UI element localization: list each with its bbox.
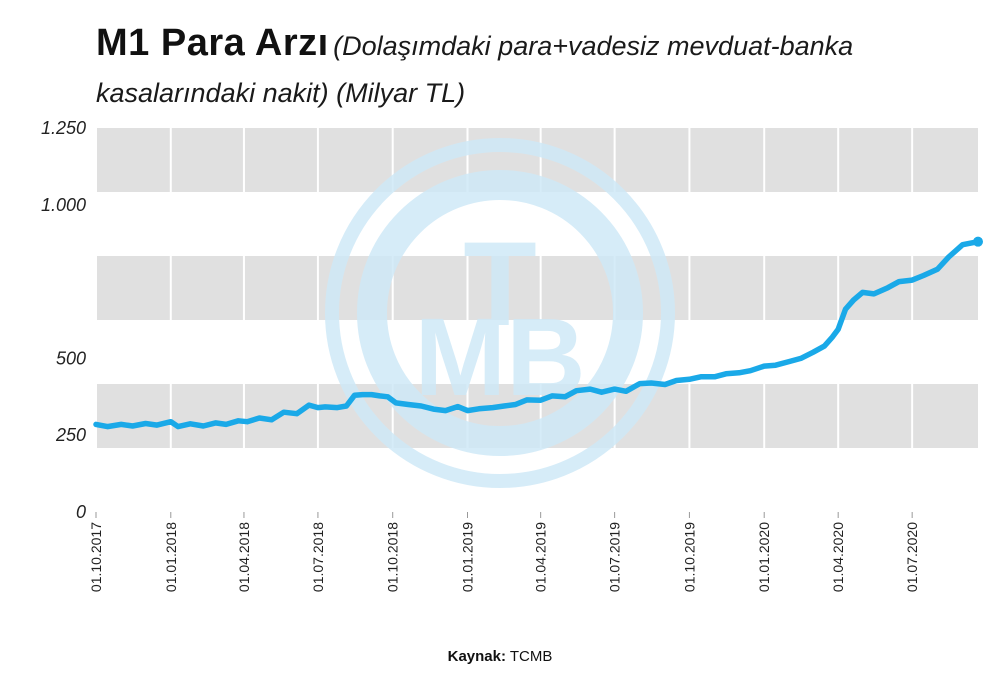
x-tick-label: 01.04.2019 [533, 522, 549, 592]
source-label: Kaynak: [447, 648, 506, 665]
x-tick-label: 01.07.2018 [310, 522, 326, 592]
x-tick-label: 01.04.2020 [830, 522, 846, 592]
y-tick-label: 1.000 [41, 195, 86, 215]
y-tick-label: 500 [56, 348, 86, 368]
y-tick-label: 250 [55, 425, 86, 445]
x-tick-label: 01.04.2018 [236, 522, 252, 592]
source-value: TCMB [509, 648, 553, 665]
series-line [93, 238, 981, 430]
x-tick-label: 01.10.2019 [681, 522, 697, 592]
y-tick-label: 1.250 [41, 118, 86, 138]
chart-title: M1 Para Arzı [96, 22, 329, 64]
x-axis-ticks: 01.10.2017 01.01.2018 01.04.2018 01.07.2018… [88, 512, 920, 592]
x-tick-label: 01.01.2020 [756, 522, 772, 592]
tcmb-watermark-logo: T MB [325, 138, 675, 488]
chart-title-block: M1 Para Arzı (Dolaşımdaki para+vadesiz m… [96, 22, 976, 119]
x-tick-label: 01.07.2019 [607, 522, 623, 592]
line-chart: T MB 0 250 500 1.000 1.250 01.10.2017 01.01.2… [41, 118, 983, 592]
series-end-point [973, 236, 983, 247]
x-tick-label: 01.10.2017 [88, 522, 104, 592]
chart-subtitle: (Dolaşımdaki para+vadesiz mevduat-banka … [96, 31, 854, 108]
x-tick-label: 01.01.2018 [163, 522, 179, 592]
y-tick-label: 0 [76, 502, 86, 522]
watermark-letter-t: T [463, 217, 536, 351]
watermark-letters-mb: MB [414, 296, 585, 419]
x-tick-label: 01.07.2020 [904, 522, 920, 592]
x-tick-label: 01.01.2019 [459, 522, 475, 592]
x-tick-label: 01.10.2018 [385, 522, 401, 592]
source-note: Kaynak: TCMB [0, 648, 1000, 665]
y-axis-ticks: 0 250 500 1.000 1.250 [41, 118, 86, 522]
